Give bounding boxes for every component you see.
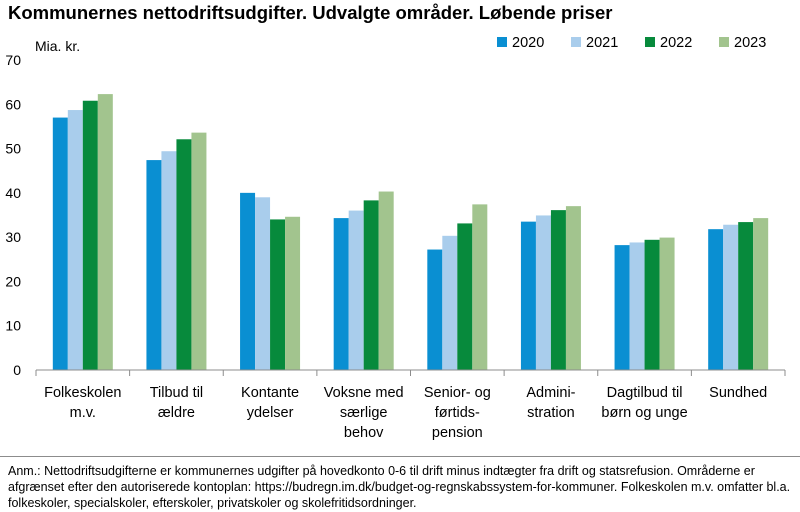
- bar-2022-1: [176, 139, 192, 370]
- bar-2020-0: [52, 117, 68, 370]
- bar-2021-0: [67, 110, 83, 371]
- bar-2020-7: [708, 229, 724, 370]
- legend-swatch-2021: [571, 37, 581, 47]
- y-tick-label: 20: [5, 273, 21, 289]
- y-tick-label: 30: [5, 229, 21, 245]
- y-axis-label: Mia. kr.: [35, 38, 80, 54]
- legend-label-2023: 2023: [734, 35, 766, 51]
- x-category-label: Sundhed: [709, 385, 767, 401]
- bar-2023-1: [191, 132, 207, 370]
- bars: [52, 94, 769, 371]
- bar-2023-7: [753, 218, 769, 370]
- bar-2022-0: [82, 100, 98, 370]
- divider: [0, 456, 800, 457]
- y-tick-label: 60: [5, 96, 21, 112]
- legend: 2020 2021 2022 2023: [497, 35, 766, 51]
- bar-2021-1: [161, 151, 177, 370]
- bar-chart: 0 10 20 30 40 50 60 70 Mia. kr. Folkeskolen m.v. T…: [5, 35, 786, 441]
- bar-2022-6: [644, 239, 660, 370]
- bar-2020-1: [146, 160, 162, 370]
- legend-swatch-2023: [719, 37, 729, 47]
- bar-2021-4: [442, 235, 458, 370]
- bar-2021-5: [535, 215, 551, 370]
- y-tick-label: 50: [5, 141, 21, 157]
- y-tick-label: 0: [13, 362, 21, 378]
- bar-2023-2: [285, 216, 301, 370]
- y-tick-label: 70: [5, 52, 21, 68]
- bar-2021-2: [255, 197, 271, 370]
- bar-2021-3: [348, 210, 364, 370]
- y-axis: 0 10 20 30 40 50 60 70 Mia. kr.: [5, 38, 80, 378]
- bar-2023-5: [565, 206, 581, 370]
- chart-title: Kommunernes nettodriftsudgifter. Udvalgt…: [8, 2, 613, 23]
- bar-2023-3: [378, 191, 394, 370]
- bar-2020-4: [427, 249, 443, 370]
- legend-label-2022: 2022: [660, 35, 692, 51]
- y-tick-label: 40: [5, 185, 21, 201]
- bar-2023-4: [472, 204, 488, 370]
- bar-2022-5: [550, 210, 566, 370]
- bar-2022-3: [363, 200, 379, 370]
- bar-2022-7: [738, 222, 754, 370]
- legend-label-2021: 2021: [586, 35, 618, 51]
- bar-2020-3: [333, 218, 349, 370]
- bar-2020-2: [240, 192, 256, 370]
- legend-label-2020: 2020: [512, 35, 544, 51]
- x-category-label: Dagtilbud til børn og unge: [601, 385, 687, 421]
- x-category-label: Senior- og førtids-pension: [424, 385, 491, 441]
- footnote: Anm.: Nettodriftsudgifterne er kommunern…: [8, 464, 791, 510]
- bar-2023-0: [97, 94, 113, 370]
- legend-swatch-2022: [645, 37, 655, 47]
- x-category-label: Admini-stration: [526, 385, 575, 421]
- y-tick-label: 10: [5, 318, 21, 334]
- bar-2020-5: [520, 221, 536, 370]
- bar-2020-6: [614, 245, 630, 370]
- x-axis: Folkeskolen m.v. Tilbud til ældre Kontante yd…: [35, 369, 786, 441]
- x-category-label: Kontante ydelser: [241, 385, 299, 421]
- bar-2023-6: [659, 237, 675, 370]
- x-category-label: Voksne med særlige behov: [324, 385, 404, 441]
- bar-2021-6: [629, 242, 645, 370]
- bar-2022-2: [270, 219, 286, 370]
- bar-2021-7: [723, 224, 739, 370]
- x-category-label: Folkeskolen m.v.: [44, 385, 121, 421]
- x-category-label: Tilbud til ældre: [150, 385, 203, 421]
- legend-swatch-2020: [497, 37, 507, 47]
- bar-2022-4: [457, 223, 473, 370]
